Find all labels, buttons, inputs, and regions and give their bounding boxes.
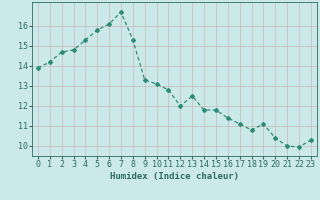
- X-axis label: Humidex (Indice chaleur): Humidex (Indice chaleur): [110, 172, 239, 181]
